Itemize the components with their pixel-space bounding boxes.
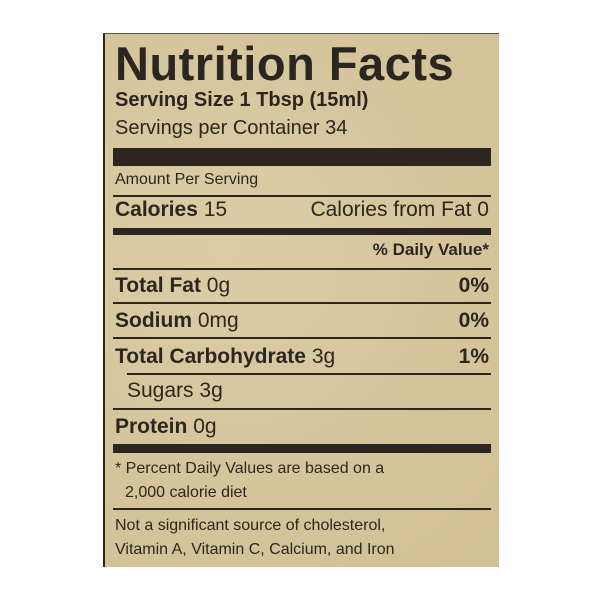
nutrient-label: Sugars xyxy=(127,379,194,402)
servings-per-container: Servings per Container 34 xyxy=(115,117,348,139)
calories-from-fat: Calories from Fat 0 xyxy=(310,198,489,221)
label-title: Nutrition Facts xyxy=(115,37,455,90)
nutrient-label: Sodium xyxy=(115,309,192,332)
divider xyxy=(113,195,491,197)
thick-divider xyxy=(113,148,491,166)
daily-value-header: % Daily Value* xyxy=(372,240,489,259)
nutrient-label: Protein xyxy=(115,415,188,438)
statement-line: Vitamin A, Vitamin C, Calcium, and Iron xyxy=(115,541,395,558)
calories-value: 15 xyxy=(203,198,228,221)
divider xyxy=(127,373,491,375)
amount-per-serving: Amount Per Serving xyxy=(115,171,259,188)
nutrient-amount: 3g xyxy=(199,379,223,402)
thick-divider xyxy=(113,444,491,453)
not-significant-statement: Not a significant source of cholesterol,… xyxy=(115,514,489,562)
nutrient-amount: 0mg xyxy=(197,309,239,332)
nutrient-amount: 0g xyxy=(206,274,231,297)
statement-line: Not a significant source of cholesterol, xyxy=(115,517,386,534)
divider xyxy=(113,268,491,270)
footnote-line: * Percent Daily Values are based on a xyxy=(115,460,385,477)
divider xyxy=(113,508,491,510)
divider xyxy=(113,408,491,410)
calories-label: Calories xyxy=(115,198,198,221)
footnote: * Percent Daily Values are based on a 2,… xyxy=(115,457,489,505)
nutrient-amount: 0g xyxy=(193,415,217,438)
nutrient-row-sugars: Sugars 3g xyxy=(127,379,489,403)
nutrient-label: Total Carbohydrate xyxy=(115,345,306,368)
nutrient-amount: 3g xyxy=(311,345,336,368)
nutrient-row-sodium: Sodium 0mg 0% xyxy=(115,309,489,333)
medium-divider xyxy=(113,228,491,235)
serving-size: Serving Size 1 Tbsp (15ml) xyxy=(115,89,369,111)
nutrient-label: Total Fat xyxy=(115,274,201,297)
divider xyxy=(113,337,491,339)
footnote-line: 2,000 calorie diet xyxy=(125,484,247,501)
nutrient-dv: 1% xyxy=(458,345,489,368)
nutrient-row-protein: Protein 0g xyxy=(115,415,489,439)
nutrient-dv: 0% xyxy=(458,274,489,297)
calories-row: Calories 15 Calories from Fat 0 xyxy=(115,198,489,222)
nutrient-row-total-carbohydrate: Total Carbohydrate 3g 1% xyxy=(115,345,489,369)
nutrition-facts-label: Nutrition Facts Serving Size 1 Tbsp (15m… xyxy=(103,33,499,567)
nutrient-row-total-fat: Total Fat 0g 0% xyxy=(115,274,489,298)
divider xyxy=(113,302,491,304)
nutrient-dv: 0% xyxy=(458,309,489,332)
